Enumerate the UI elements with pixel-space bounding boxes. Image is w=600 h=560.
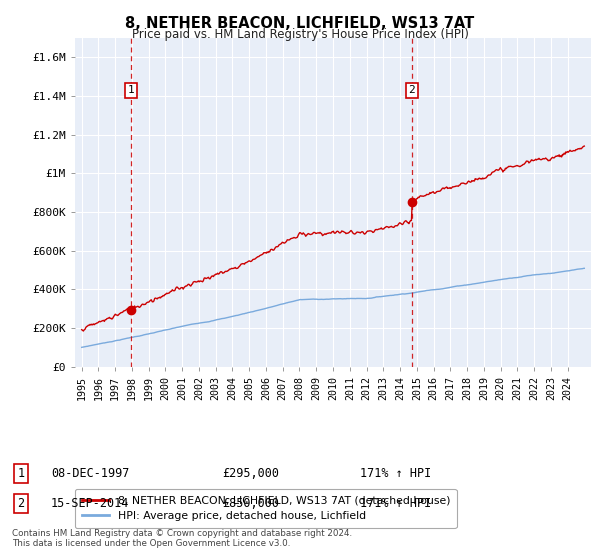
Text: Contains HM Land Registry data © Crown copyright and database right 2024.: Contains HM Land Registry data © Crown c… <box>12 530 352 539</box>
Text: 1: 1 <box>17 466 25 480</box>
Text: £295,000: £295,000 <box>222 466 279 480</box>
Text: 2: 2 <box>409 85 415 95</box>
Text: 2: 2 <box>17 497 25 510</box>
Text: 171% ↑ HPI: 171% ↑ HPI <box>360 466 431 480</box>
Text: £850,000: £850,000 <box>222 497 279 510</box>
Text: This data is licensed under the Open Government Licence v3.0.: This data is licensed under the Open Gov… <box>12 539 290 548</box>
Legend: 8, NETHER BEACON, LICHFIELD, WS13 7AT (detached house), HPI: Average price, deta: 8, NETHER BEACON, LICHFIELD, WS13 7AT (d… <box>75 489 457 528</box>
Text: 15-SEP-2014: 15-SEP-2014 <box>51 497 130 510</box>
Text: 8, NETHER BEACON, LICHFIELD, WS13 7AT: 8, NETHER BEACON, LICHFIELD, WS13 7AT <box>125 16 475 31</box>
Text: 08-DEC-1997: 08-DEC-1997 <box>51 466 130 480</box>
Text: 1: 1 <box>128 85 134 95</box>
Text: Price paid vs. HM Land Registry's House Price Index (HPI): Price paid vs. HM Land Registry's House … <box>131 28 469 41</box>
Text: 171% ↑ HPI: 171% ↑ HPI <box>360 497 431 510</box>
